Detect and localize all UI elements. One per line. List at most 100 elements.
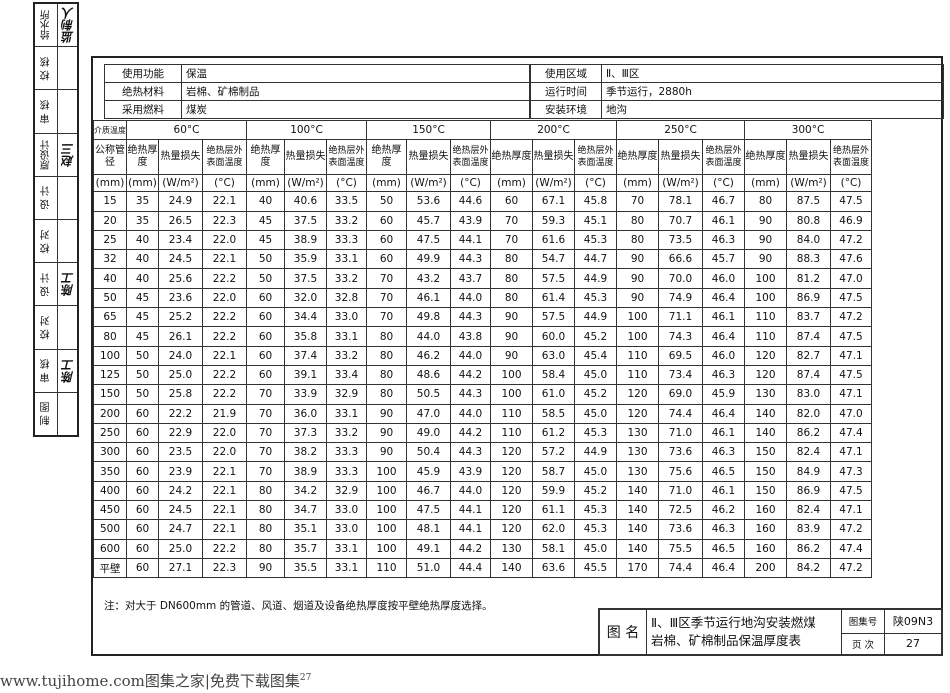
table-row: 250 60 22.9 22.0 70 37.3 33.2 90 49.0 44.2 110 61.2… (93, 422, 872, 444)
value-cell: 33.2 (326, 345, 367, 366)
value-cell: 60 (246, 307, 285, 328)
value-cell: 100 (366, 538, 407, 559)
value-cell: 75.5 (658, 538, 703, 559)
value-cell: 47.1 (830, 384, 872, 405)
value-cell: 82.4 (786, 442, 831, 463)
value-cell: 45.0 (574, 461, 617, 482)
fuel-value: 煤炭 (181, 100, 530, 119)
value-cell: 22.1 (202, 500, 247, 521)
value-cell: 43.9 (450, 210, 491, 231)
value-cell: 32.9 (326, 384, 367, 405)
value-cell: 49.9 (406, 249, 451, 270)
value-cell: 46.9 (830, 210, 872, 231)
medium-temp-corner: 介质温度 (93, 119, 127, 141)
value-cell: 22.2 (202, 268, 247, 289)
value-cell: 47.5 (830, 287, 872, 309)
value-cell: 45.0 (574, 538, 617, 559)
value-cell: 87.5 (786, 191, 831, 212)
value-cell: 24.5 (158, 249, 203, 270)
value-cell: 48.1 (406, 519, 451, 540)
value-cell: 46.3 (702, 442, 745, 463)
value-cell: 34.7 (284, 500, 327, 521)
signature-role-label: 给水所 (40, 10, 52, 41)
table-row: 125 50 25.0 22.2 60 39.1 33.4 80 48.6 44.2 100 58.4… (93, 364, 872, 386)
value-cell: 130 (490, 538, 533, 559)
value-cell: 45.1 (574, 210, 617, 231)
value-cell: 46.7 (406, 480, 451, 502)
signature-role-label: 原设计 (40, 139, 52, 170)
value-cell: 40 (126, 268, 159, 289)
value-cell: 40 (126, 229, 159, 251)
value-cell: 33.3 (326, 461, 367, 482)
value-cell: 44.0 (450, 287, 491, 309)
value-cell: 44.0 (450, 345, 491, 366)
value-cell: 120 (490, 500, 533, 521)
info-left-table: 使用功能 保温 绝热材料 岩棉、矿棉制品 采用燃料 煤炭 (104, 64, 530, 119)
value-cell: 86.9 (786, 287, 831, 309)
unit-cell: (W/m²) (532, 174, 575, 193)
signature-role-label: 设 计 (40, 186, 52, 210)
value-cell: 90 (490, 345, 533, 366)
value-cell: 34.4 (284, 307, 327, 328)
value-cell: 46.7 (702, 191, 745, 212)
drawing-title: Ⅱ、Ⅲ区季节运行地沟安装燃煤 岩棉、矿棉制品保温厚度表 (646, 609, 842, 655)
insulation-thickness-table: 介质温度 60°C 100°C 150°C 200°C 250°C 300°C 公称管径 绝热厚… (93, 119, 872, 579)
value-cell: 22.2 (202, 307, 247, 328)
value-cell: 44.2 (450, 422, 491, 444)
value-cell: 46.3 (702, 519, 745, 540)
value-cell: 26.1 (158, 326, 203, 347)
value-cell: 22.1 (202, 480, 247, 502)
signature-row: 制 图 (35, 392, 77, 436)
value-cell: 110 (744, 326, 787, 347)
value-cell: 90 (366, 442, 407, 463)
value-cell: 46.3 (702, 364, 745, 386)
value-cell: 86.9 (786, 480, 831, 502)
sub-header: 绝热厚度 (366, 139, 407, 176)
value-cell: 36.0 (284, 403, 327, 424)
footnote: 注：对大于 DN600mm 的管道、风道、烟道及设备绝热厚度按平壁绝热厚度选择。 (104, 600, 493, 612)
value-cell: 71.0 (658, 480, 703, 502)
value-cell: 100 (366, 480, 407, 502)
value-cell: 120 (616, 384, 659, 405)
value-cell: 70 (616, 191, 659, 212)
value-cell: 80 (490, 287, 533, 309)
table-row: 500 60 24.7 22.1 80 35.1 33.0 100 48.1 44.1 120 62.… (93, 519, 872, 540)
signature-row: 给水所 监制人 (35, 4, 77, 48)
value-cell: 21.9 (202, 403, 247, 424)
value-cell: 70 (366, 287, 407, 309)
value-cell: 49.1 (406, 538, 451, 559)
value-cell: 57.2 (532, 442, 575, 463)
value-cell: 80 (490, 268, 533, 289)
use-label: 使用功能 (104, 64, 182, 83)
value-cell: 73.4 (658, 364, 703, 386)
value-cell: 49.0 (406, 422, 451, 444)
value-cell: 110 (366, 557, 407, 579)
value-cell: 140 (616, 538, 659, 559)
sub-header: 热量损失 (658, 139, 703, 176)
value-cell: 23.4 (158, 229, 203, 251)
value-cell: 46.4 (702, 403, 745, 424)
value-cell: 100 (366, 461, 407, 482)
value-cell: 49.8 (406, 307, 451, 328)
value-cell: 38.9 (284, 461, 327, 482)
value-cell: 63.6 (532, 557, 575, 579)
unit-cell: (W/m²) (284, 174, 327, 193)
value-cell: 24.5 (158, 500, 203, 521)
value-cell: 22.9 (158, 422, 203, 444)
unit-cell: (mm) (93, 174, 127, 193)
unit-cell: (mm) (744, 174, 787, 193)
value-cell: 110 (744, 307, 787, 328)
title-block: 图 名 Ⅱ、Ⅲ区季节运行地沟安装燃煤 岩棉、矿棉制品保温厚度表 图集号 陕09N… (598, 608, 943, 656)
value-cell: 37.4 (284, 345, 327, 366)
table-row: 32 40 24.5 22.1 50 35.9 33.1 60 49.9 44.3 80 54.7 44… (93, 249, 872, 270)
value-cell: 22.2 (158, 403, 203, 424)
value-cell: 60 (246, 364, 285, 386)
value-cell: 46.2 (702, 500, 745, 521)
value-cell: 44.0 (450, 480, 491, 502)
value-cell: 60 (126, 442, 159, 463)
value-cell: 120 (490, 461, 533, 482)
atlas-label: 图集号 (841, 609, 885, 634)
value-cell: 90 (744, 210, 787, 231)
value-cell: 60 (126, 500, 159, 521)
nominal-diameter-cell: 40 (93, 268, 127, 289)
